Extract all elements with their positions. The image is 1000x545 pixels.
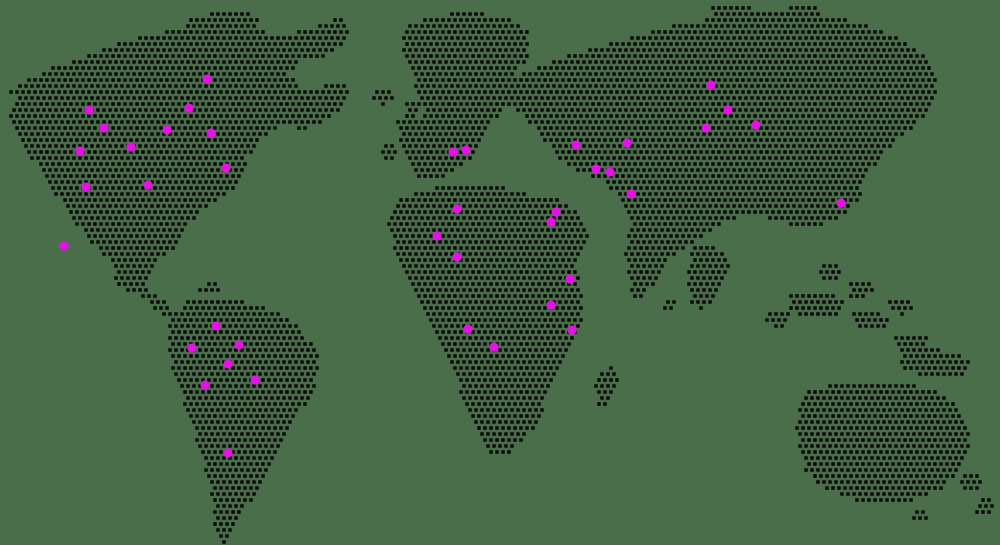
location-marker[interactable]: South America (228, 364) xyxy=(223,359,233,369)
location-marker[interactable]: Middle East (556, 212) xyxy=(551,207,561,217)
location-marker[interactable]: Central Asia (596, 169) xyxy=(591,164,601,174)
location-marker[interactable]: North Asia (711, 85) xyxy=(706,80,716,90)
location-marker[interactable]: North America (189, 108) xyxy=(184,103,194,113)
location-marker[interactable]: South Asia (631, 194) xyxy=(626,189,636,199)
location-marker[interactable]: North Asia (728, 110) xyxy=(723,105,733,115)
location-marker[interactable]: South America (255, 380) xyxy=(250,375,260,385)
location-marker[interactable]: East Africa (570, 279) xyxy=(565,274,575,284)
location-marker[interactable]: North America (86, 187) xyxy=(81,182,91,192)
location-marker[interactable]: North America (80, 151) xyxy=(75,146,85,156)
location-marker[interactable]: North Africa (457, 209) xyxy=(452,204,462,214)
location-marker[interactable]: East Africa (551, 305) xyxy=(546,300,556,310)
location-marker[interactable]: North Africa (457, 257) xyxy=(452,252,462,262)
location-marker[interactable]: South America (216, 326) xyxy=(211,321,221,331)
location-marker[interactable]: South America (239, 345) xyxy=(234,340,244,350)
location-marker[interactable]: North Asia (756, 125) xyxy=(751,120,761,130)
location-marker[interactable]: Middle East (551, 222) xyxy=(546,217,556,227)
location-marker[interactable]: West Africa (468, 329) xyxy=(463,324,473,334)
location-marker[interactable]: Europe (466, 150) xyxy=(461,145,471,155)
location-marker[interactable]: North America (131, 147) xyxy=(126,142,136,152)
location-marker[interactable]: North America (207, 79) xyxy=(202,74,212,84)
location-marker[interactable]: East Africa (572, 330) xyxy=(567,325,577,335)
location-marker[interactable]: North America (226, 168) xyxy=(221,163,231,173)
location-marker[interactable]: North Africa (437, 236) xyxy=(432,231,442,241)
location-marker[interactable]: Central Asia (576, 145) xyxy=(571,140,581,150)
location-marker[interactable]: North America (64, 246) xyxy=(59,241,69,251)
location-marker[interactable]: North Asia (706, 128) xyxy=(701,123,711,133)
location-marker[interactable]: South America (228, 453) xyxy=(223,448,233,458)
location-marker[interactable]: North America (167, 130) xyxy=(162,125,172,135)
location-marker[interactable]: Central Asia (610, 172) xyxy=(605,167,615,177)
location-marker[interactable]: South America (192, 348) xyxy=(187,343,197,353)
location-marker[interactable]: Central Asia (627, 143) xyxy=(622,138,632,148)
location-marker[interactable]: South America (205, 385) xyxy=(200,380,210,390)
location-marker[interactable]: North America (148, 185) xyxy=(143,180,153,190)
location-marker[interactable]: North America (211, 133) xyxy=(206,128,216,138)
location-marker[interactable]: West Africa (494, 347) xyxy=(489,342,499,352)
location-marker[interactable]: East Asia (841, 203) xyxy=(836,198,846,208)
location-marker[interactable]: North America (89, 110) xyxy=(84,105,94,115)
location-marker[interactable]: North America (104, 128) xyxy=(99,123,109,133)
location-marker[interactable]: Europe (453, 152) xyxy=(448,147,458,157)
